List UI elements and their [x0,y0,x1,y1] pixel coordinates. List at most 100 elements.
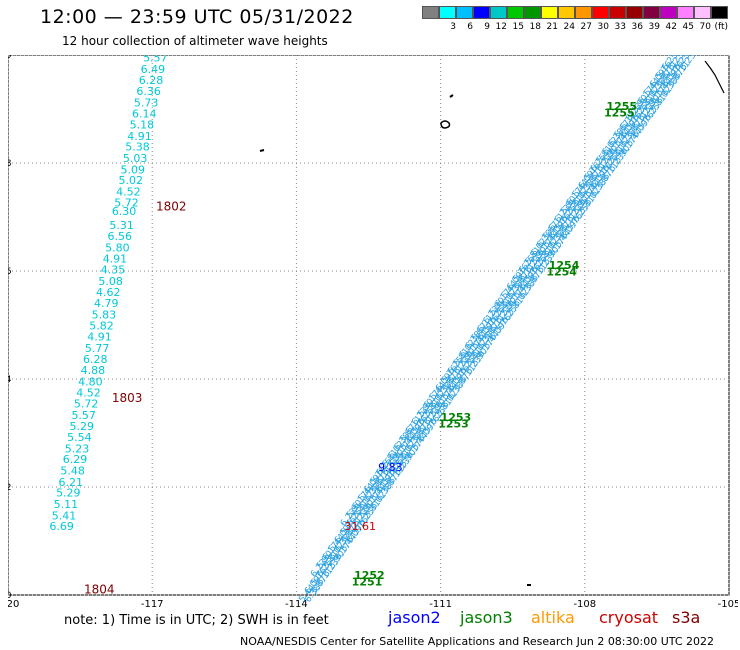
color-scale-cell [439,6,456,19]
island-shape [259,149,265,152]
track-value-label: 5.08 [98,275,123,288]
color-scale-cell [507,6,524,19]
color-scale-cell [677,6,694,19]
track-value-label: 6.28 [83,353,108,366]
color-scale-label [422,22,439,32]
track-value-label: 5.80 [105,242,130,255]
track-value-label: 5.11 [54,498,78,511]
time-label: 1253 [438,418,469,431]
x-tick-label: -105 [718,599,738,610]
legend-jason2: jason2 [388,608,441,627]
color-scale-label: 18 [529,22,541,32]
track-value-label: 4.52 [116,185,140,198]
x-tick-label: -120 [8,599,19,610]
track-value-label: 4.80 [78,375,103,388]
track-value-label: 6.28 [139,74,164,87]
color-scale-label: 42 [665,22,677,32]
track-value-label: 5.02 [119,174,144,187]
track-value-label: 4.52 [76,386,101,399]
color-scale-cell [490,6,507,19]
track-value-label: 5.41 [52,509,76,522]
track-value-label: 5.31 [109,219,134,232]
track-value-label: 6.14 [132,108,157,121]
coastline-shape [704,60,725,94]
color-scale-cell [694,6,711,19]
track-value-label: 5.72 [74,398,99,411]
track-value-label: 6.36 [136,85,161,98]
color-scale-label: 70 [699,22,711,32]
track-value-label: 5.83 [92,309,117,322]
track-value-label: 5.73 [134,96,159,109]
x-tick-label: -108 [573,599,596,610]
track-value-label: 5.18 [130,118,155,131]
track-value-label: 4.35 [101,264,126,277]
time-label: 1253 [441,411,472,424]
x-tick-label: -111 [429,599,452,610]
color-scale-label: 36 [631,22,643,32]
track-value-label: 6.30 [112,205,137,218]
track-value-label: 5.82 [89,319,114,332]
color-scale-label: 9 [484,22,490,32]
track-value-label: 5.48 [60,465,85,478]
time-label: 1254 [546,265,577,278]
y-tick-label: 18 [8,159,12,169]
color-scale-label: 27 [580,22,592,32]
track-value-label: 5.77 [85,342,110,355]
track-value-label: 4.91 [87,331,112,344]
track-value-label: 5.57 [71,409,96,422]
color-scale-cell [422,6,439,19]
color-scale-cell [626,6,643,19]
note-text: note: 1) Time is in UTC; 2) SWH is in fe… [64,613,329,628]
color-scale-cell [660,6,677,19]
footer-credit: NOAA/NESDIS Center for Satellite Applica… [240,635,715,648]
y-tick-label: 12 [8,483,11,493]
track-value-label: 5.03 [123,152,148,165]
legend-s3a: s3a [672,608,701,627]
color-scale-label: 15 [512,22,524,32]
chart-subtitle: 12 hour collection of altimeter wave hei… [62,34,328,48]
color-scale-label: 39 [648,22,660,32]
color-scale-cell [609,6,626,19]
island-shape [449,94,454,98]
color-scale-label: 33 [614,22,626,32]
color-scale-cell [575,6,592,19]
track-value-label: 5.57 [143,55,168,64]
color-scale-label: 21 [546,22,558,32]
island-shape [440,120,451,129]
chart-title: 12:00 — 23:59 UTC 05/31/2022 [40,6,354,28]
legend-cryosat: cryosat [599,608,659,627]
time-label: 1252 [354,569,385,582]
x-tick-label: -114 [285,599,308,610]
color-scale-cell [541,6,558,19]
time-label: 1804 [84,582,115,596]
y-tick-label: 14 [8,375,12,385]
track-value-label: 5.38 [125,141,150,154]
color-scale-label: 12 [495,22,507,32]
highlight-value-label: 9.83 [378,461,403,474]
time-label: 1251 [352,575,383,588]
legend-altika: altika [531,608,575,627]
highlight-value-label: 31.61 [344,520,376,533]
track-value-label: 5.09 [120,163,145,176]
track-value-label: 4.88 [81,364,106,377]
y-tick-label: 10 [8,591,12,601]
time-label: 1254 [549,259,580,272]
track-value-label: 6.49 [141,63,166,76]
time-label: 1802 [156,200,187,214]
track-value-label: 4.91 [103,252,128,265]
x-tick-label: -117 [141,599,164,610]
track-value-label: 5.23 [65,442,90,455]
color-scale-cell [558,6,575,19]
color-scale-label: (ft) [714,22,728,32]
color-scale-label: 6 [467,22,473,32]
track-value-label: 6.69 [49,520,74,533]
y-tick-label: 16 [8,267,12,277]
time-label: 1255 [606,100,637,113]
color-scale-label: 45 [682,22,694,32]
track-value-label: 4.91 [127,130,151,143]
track-value-label: 5.29 [70,420,95,433]
legend-jason3: jason3 [460,608,513,627]
color-scale-cell [592,6,609,19]
color-scale-label: 24 [563,22,575,32]
color-scale-bar [422,6,728,19]
